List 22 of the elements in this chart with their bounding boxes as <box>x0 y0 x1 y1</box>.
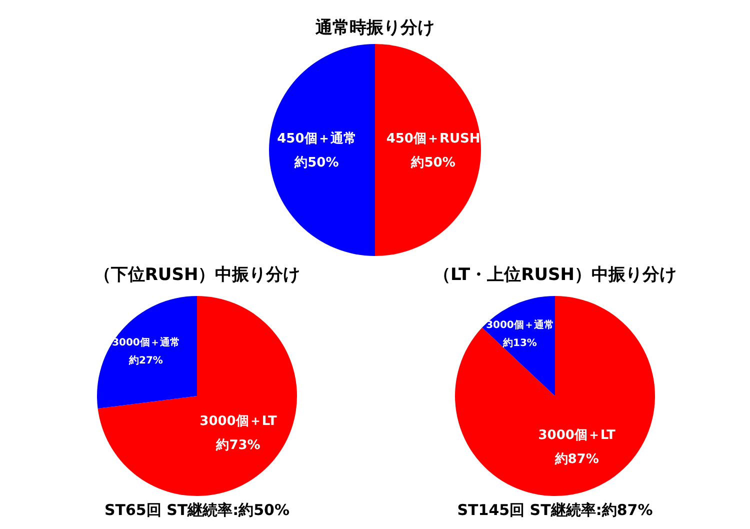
pie-slice <box>375 44 481 256</box>
pie-slice <box>97 296 197 409</box>
chart-title: 通常時振り分け <box>314 18 434 38</box>
pie-slice <box>455 296 655 496</box>
slice-label: 3000個＋通常 <box>486 319 554 332</box>
pie-slice <box>98 296 297 496</box>
text: ST145回 ST継続率:約87% <box>457 501 653 519</box>
data-label: 約50% <box>410 156 456 171</box>
chart-title: （下位RUSH）中振り分け <box>94 265 300 285</box>
data-label: 約27% <box>128 354 163 367</box>
data-label: 約87% <box>554 452 599 468</box>
data-label: 約13% <box>502 337 537 350</box>
slice-label: 3000個＋LT <box>200 414 277 429</box>
data-label: 約73% <box>215 438 260 453</box>
data-label: 約50% <box>294 156 339 171</box>
pie-slice <box>269 44 375 256</box>
slice-label: 3000個＋通常 <box>112 336 180 349</box>
slice-label: 3000個＋LT <box>538 428 616 444</box>
slice-label: 450個＋通常 <box>277 130 356 147</box>
text: ST65回 ST継続率:約50% <box>104 501 290 519</box>
chart-title: （LT・上位RUSH）中振り分け <box>434 265 676 285</box>
slice-label: 450個＋RUSH <box>386 132 480 147</box>
